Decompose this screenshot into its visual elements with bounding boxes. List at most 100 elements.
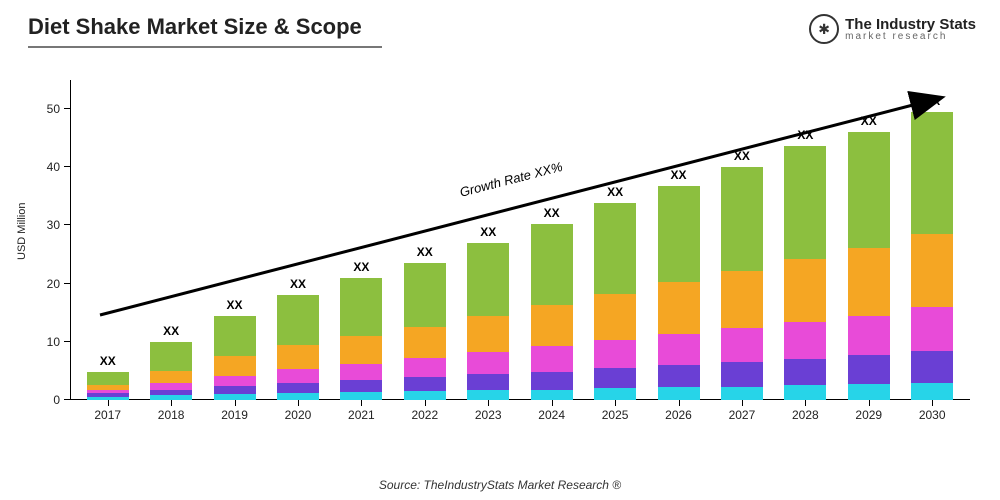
chart-title: Diet Shake Market Size & Scope [28,14,382,48]
bar-value-label: XX [163,324,179,338]
bar-segment [911,234,953,307]
bar-column: XX [777,128,833,400]
bar-segment [150,371,192,383]
bar-segment [848,384,890,400]
x-tick-label: 2026 [651,400,707,440]
x-tick-label: 2020 [270,400,326,440]
bar-segment [911,383,953,400]
bar-segment [340,364,382,380]
x-tick-label: 2028 [777,400,833,440]
source-footnote: Source: TheIndustryStats Market Research… [0,478,1000,492]
bar-segment [594,340,636,368]
bar-column: XX [270,277,326,400]
plot-area: 01020304050 XXXXXXXXXXXXXXXXXXXXXXXXXXXX… [70,80,970,440]
bar-segment [404,327,446,358]
bar-segment [658,387,700,400]
x-tick-label: 2025 [587,400,643,440]
bar-segment [721,328,763,362]
bar-value-label: XX [924,94,940,108]
bar-stack [150,342,192,400]
y-tick-label: 10 [47,335,60,349]
logo-text: The Industry Stats market research [845,17,976,42]
bar-segment [594,203,636,293]
bar-segment [467,390,509,400]
bar-segment [531,224,573,305]
bar-segment [531,390,573,400]
bar-stack [404,263,446,400]
x-tick-label: 2018 [143,400,199,440]
bar-stack [594,203,636,400]
brand-logo: ✱ The Industry Stats market research [809,14,976,44]
bar-column: XX [80,354,136,400]
bar-segment [404,391,446,400]
bar-value-label: XX [100,354,116,368]
bar-segment [467,243,509,316]
bar-value-label: XX [861,114,877,128]
bar-segment [214,376,256,386]
bar-segment [150,342,192,371]
bar-segment [594,294,636,341]
bar-column: XX [841,114,897,400]
bar-segment [784,322,826,359]
bar-segment [721,167,763,272]
y-tick-label: 50 [47,102,60,116]
bar-value-label: XX [290,277,306,291]
bar-segment [721,387,763,400]
bar-segment [531,372,573,390]
bar-column: XX [333,260,389,400]
x-ticks: 2017201820192020202120222023202420252026… [70,400,970,440]
bar-segment [658,334,700,365]
bar-value-label: XX [353,260,369,274]
x-tick-label: 2027 [714,400,770,440]
bar-stack [721,167,763,400]
bar-segment [277,393,319,400]
bar-segment [531,305,573,346]
bar-stack [467,243,509,400]
bar-segment [784,385,826,400]
bar-segment [277,345,319,369]
bar-column: XX [587,185,643,400]
logo-top: The Industry Stats [845,17,976,32]
bar-column: XX [651,168,707,400]
x-tick-label: 2029 [841,400,897,440]
x-tick-label: 2024 [524,400,580,440]
bar-segment [404,358,446,377]
bar-segment [784,146,826,259]
bar-segment [658,186,700,282]
bar-segment [658,282,700,334]
bar-value-label: XX [734,149,750,163]
x-tick-label: 2021 [333,400,389,440]
bar-column: XX [397,245,453,400]
bar-segment [721,362,763,386]
bar-segment [911,351,953,383]
bar-stack [277,295,319,400]
bar-value-label: XX [607,185,623,199]
bar-stack [784,146,826,400]
bar-column: XX [904,94,960,400]
bar-value-label: XX [797,128,813,142]
bar-value-label: XX [417,245,433,259]
bar-segment [658,365,700,388]
bar-value-label: XX [480,225,496,239]
bar-segment [848,316,890,356]
bar-stack [848,132,890,400]
bar-value-label: XX [544,206,560,220]
bar-segment [340,392,382,400]
bar-column: XX [143,324,199,400]
bars-container: XXXXXXXXXXXXXXXXXXXXXXXXXXXX [70,80,970,400]
bar-segment [911,307,953,351]
bar-segment [467,316,509,352]
page-root: Diet Shake Market Size & Scope ✱ The Ind… [0,0,1000,500]
bar-column: XX [460,225,516,400]
y-tick-label: 30 [47,218,60,232]
y-tick-label: 0 [53,393,60,407]
bar-segment [848,248,890,315]
logo-sub: market research [845,32,976,42]
bar-column: XX [524,206,580,400]
bar-segment [721,271,763,328]
bar-segment [594,388,636,400]
bar-segment [87,372,129,385]
bar-segment [467,352,509,374]
bar-stack [87,372,129,400]
bar-segment [784,259,826,322]
